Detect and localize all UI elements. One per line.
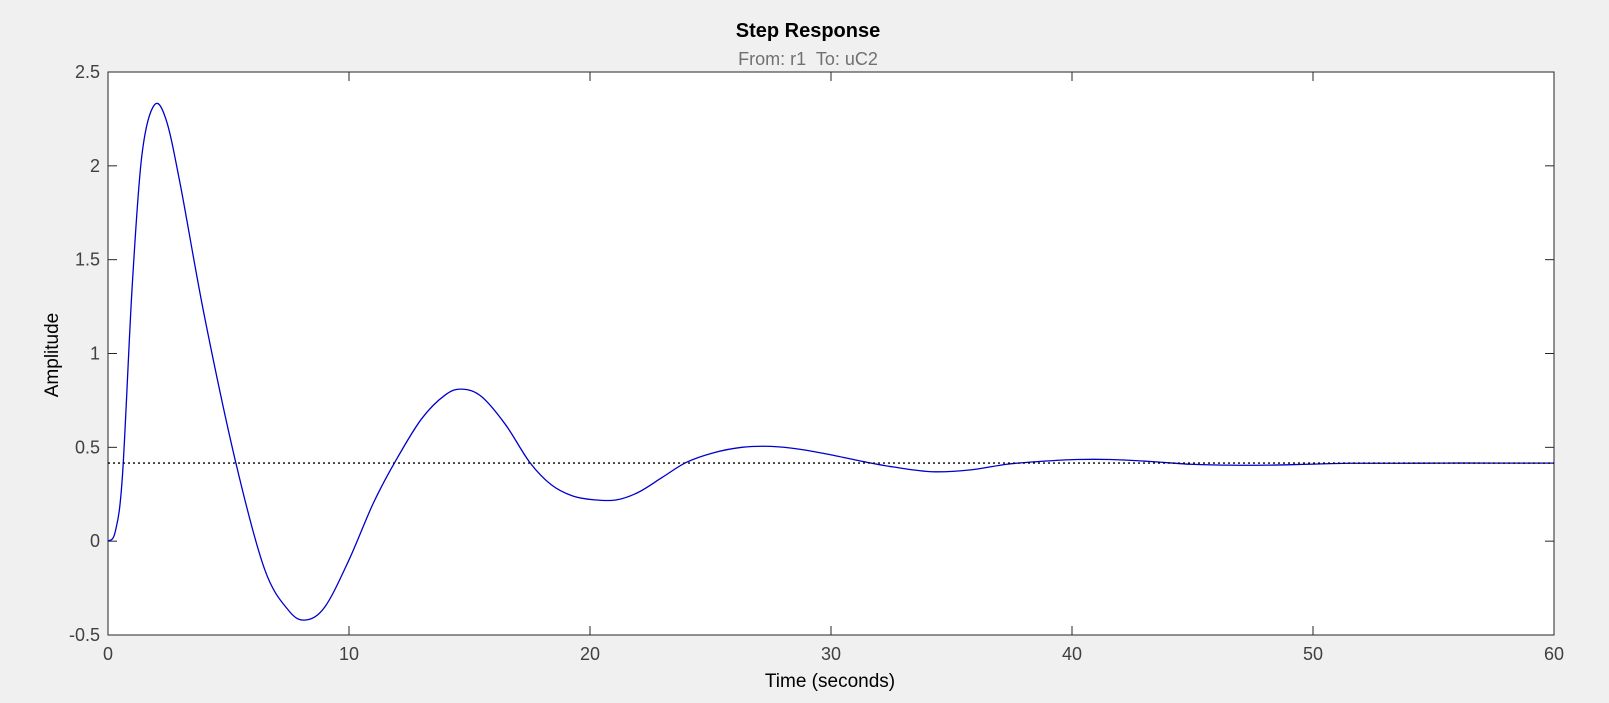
x-tick-label: 50	[1303, 644, 1323, 664]
y-tick-label: 2.5	[75, 62, 100, 82]
chart-subtitle: From: r1 To: uC2	[738, 49, 878, 69]
chart-title: Step Response	[736, 20, 880, 42]
axis-ticks	[107, 71, 1555, 636]
y-tick-label: 0	[90, 531, 100, 551]
y-tick-label: 2	[90, 156, 100, 176]
y-tick-label: 0.5	[75, 437, 100, 457]
series-layer	[107, 102, 1554, 621]
y-tick-label: -0.5	[69, 625, 100, 645]
x-tick-label: 0	[103, 644, 113, 664]
plot-area	[107, 71, 1555, 636]
x-tick-label: 20	[580, 644, 600, 664]
x-axis-label: Time (seconds)	[765, 671, 895, 692]
y-tick-label: 1	[90, 344, 100, 364]
y-tick-label: 1.5	[75, 250, 100, 270]
x-tick-labels: 0 10 20 30 40 50 60	[103, 644, 1564, 664]
x-tick-label: 60	[1544, 644, 1564, 664]
y-tick-labels: -0.5 0 0.5 1 1.5 2 2.5	[69, 62, 100, 645]
x-tick-label: 30	[821, 644, 841, 664]
x-tick-label: 10	[339, 644, 359, 664]
y-axis-label: Amplitude	[42, 313, 63, 398]
x-tick-label: 40	[1062, 644, 1082, 664]
step-response-line	[107, 102, 1554, 621]
